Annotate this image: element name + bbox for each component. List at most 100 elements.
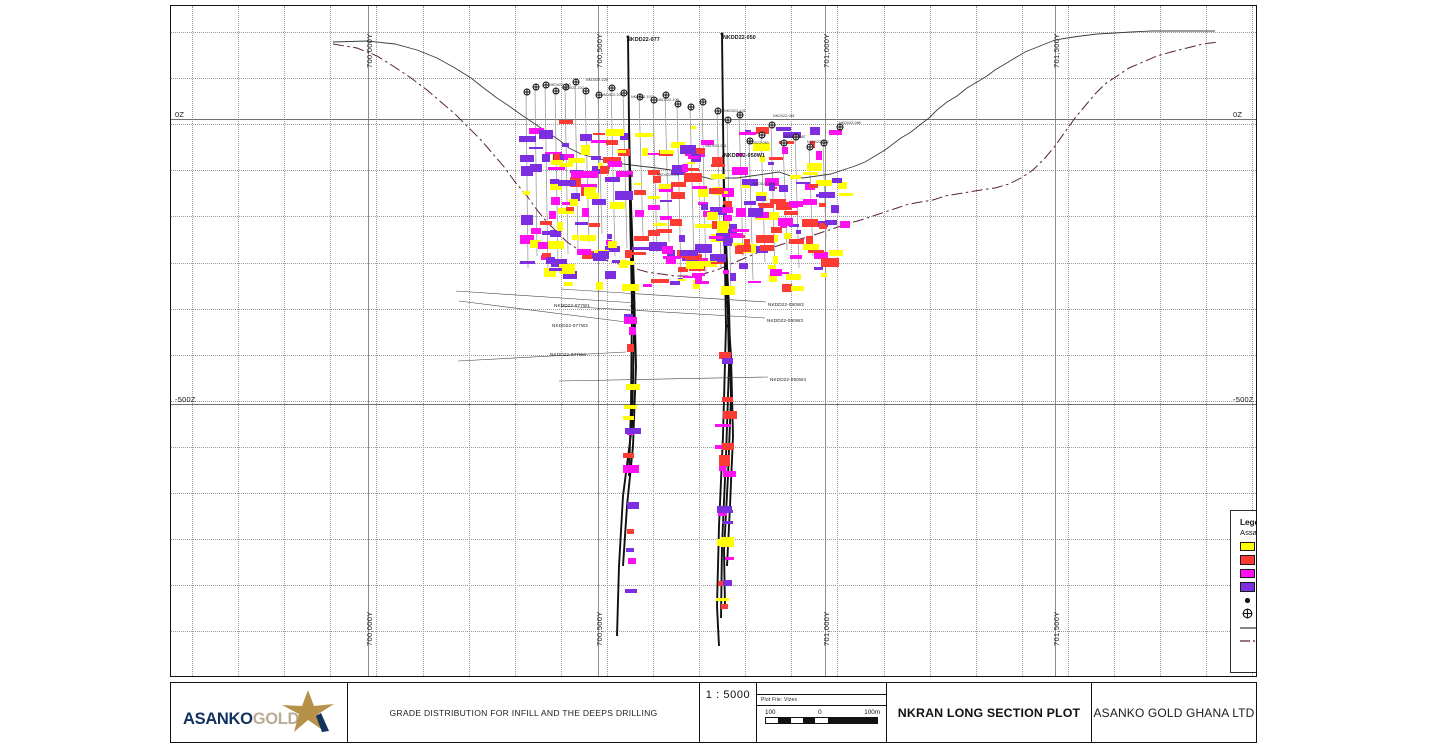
assay-interval bbox=[679, 145, 697, 154]
axis-label-easting: 700,500Y bbox=[595, 611, 604, 646]
grid-line-horizontal bbox=[171, 308, 1256, 310]
assay-interval bbox=[658, 183, 671, 189]
legend-color-swatch bbox=[1240, 555, 1255, 565]
assay-interval bbox=[519, 261, 535, 265]
assay-interval bbox=[721, 188, 735, 198]
assay-interval bbox=[541, 153, 550, 162]
grid-line-vertical bbox=[514, 6, 516, 676]
assay-interval bbox=[738, 132, 757, 136]
assay-interval bbox=[716, 233, 730, 242]
grid-line-vertical bbox=[468, 6, 470, 676]
legend-box: Legend Assay 0.5 to 1.01.0 to 2.02.0 to … bbox=[1230, 510, 1256, 673]
assay-interval bbox=[723, 215, 732, 221]
logo-asanko-text: ASANKO bbox=[183, 710, 253, 728]
grid-line-horizontal bbox=[171, 446, 1256, 448]
assay-interval bbox=[626, 547, 635, 553]
assay-interval bbox=[819, 202, 827, 207]
assay-interval bbox=[522, 191, 531, 195]
assay-interval bbox=[678, 267, 688, 273]
assay-interval bbox=[539, 129, 554, 139]
assay-interval bbox=[683, 168, 699, 171]
infill-collar-marker bbox=[620, 89, 628, 97]
assay-interval bbox=[631, 247, 649, 250]
assay-interval bbox=[684, 173, 702, 183]
assay-interval bbox=[520, 165, 533, 176]
assay-interval bbox=[622, 464, 639, 473]
assay-interval bbox=[792, 204, 798, 208]
assay-interval bbox=[658, 186, 674, 193]
assay-interval bbox=[544, 267, 556, 277]
drawing-description: GRADE DISTRIBUTION FOR INFILL AND THE DE… bbox=[348, 683, 700, 742]
assay-interval bbox=[810, 126, 821, 135]
assay-interval bbox=[720, 603, 729, 610]
assay-interval bbox=[791, 285, 805, 291]
assay-interval bbox=[550, 259, 567, 267]
assay-interval bbox=[802, 218, 819, 228]
assay-interval bbox=[660, 199, 672, 203]
assay-interval bbox=[821, 258, 840, 267]
assay-interval bbox=[784, 211, 799, 215]
legend-color-swatch bbox=[1240, 541, 1255, 552]
assay-interval bbox=[721, 286, 735, 295]
assay-interval bbox=[723, 242, 733, 246]
assay-interval bbox=[564, 282, 573, 286]
assay-interval bbox=[732, 167, 749, 176]
grid-line-horizontal bbox=[171, 631, 1256, 633]
assay-interval bbox=[725, 509, 734, 513]
assay-interval bbox=[624, 427, 641, 435]
assay-interval bbox=[541, 231, 560, 235]
assay-interval bbox=[635, 132, 654, 138]
infill-collar-marker bbox=[758, 131, 766, 139]
collar-label: NKD022-102 bbox=[562, 86, 584, 90]
grid-line-vertical bbox=[653, 6, 654, 676]
assay-interval bbox=[605, 140, 619, 145]
assay-interval bbox=[628, 326, 636, 336]
infill-collar-marker bbox=[674, 100, 682, 108]
wedge-hole-label: NKDD22-077W1 bbox=[554, 303, 591, 308]
assay-interval bbox=[737, 152, 743, 157]
infill-collar-marker bbox=[714, 107, 722, 115]
assay-interval bbox=[670, 219, 683, 226]
assay-interval bbox=[634, 235, 650, 241]
grid-line-vertical bbox=[1114, 6, 1115, 676]
grid-line-vertical bbox=[975, 6, 977, 676]
assay-interval bbox=[521, 215, 533, 225]
legend-class-list: 0.5 to 1.01.0 to 2.02.0 to 3.0>=3.0 bbox=[1240, 540, 1256, 594]
assay-interval bbox=[592, 198, 606, 205]
assay-interval bbox=[678, 278, 687, 282]
infill-collar-marker bbox=[746, 137, 754, 145]
assay-interval bbox=[709, 207, 728, 215]
assay-interval bbox=[828, 250, 843, 257]
collar-label: NKD022-107 bbox=[631, 95, 653, 99]
label-leader-line bbox=[560, 288, 767, 303]
assay-interval bbox=[586, 193, 599, 200]
assay-interval bbox=[665, 257, 677, 264]
assay-interval bbox=[647, 195, 661, 199]
axis-label-elevation: 0Z bbox=[175, 110, 185, 119]
assay-interval bbox=[623, 405, 638, 410]
assay-interval bbox=[829, 129, 843, 135]
assay-interval bbox=[783, 233, 792, 239]
legend-color-swatch bbox=[1240, 568, 1255, 579]
assay-interval bbox=[819, 192, 835, 199]
infill-collar-marker bbox=[562, 83, 570, 91]
plot-area: NKD022-126 NKD022-110 NKD022-102 NKD022-100… bbox=[171, 6, 1256, 676]
assay-interval bbox=[619, 133, 628, 140]
assay-interval bbox=[634, 182, 642, 186]
map-frame: NKD022-126 NKD022-110 NKD022-102 NKD022-100… bbox=[170, 5, 1257, 677]
assay-interval bbox=[615, 190, 634, 201]
assay-interval bbox=[779, 185, 789, 193]
assay-interval bbox=[830, 204, 840, 213]
assay-interval bbox=[565, 206, 574, 211]
assay-interval bbox=[603, 157, 622, 164]
assay-interval bbox=[744, 239, 750, 245]
assay-interval bbox=[528, 127, 544, 134]
assay-interval bbox=[530, 240, 542, 248]
deeps-collar-icon bbox=[1240, 597, 1255, 603]
assay-interval bbox=[545, 152, 562, 155]
assay-interval bbox=[729, 233, 743, 239]
assay-interval bbox=[693, 148, 706, 154]
assay-interval bbox=[642, 148, 649, 157]
resource-shell-swatch bbox=[1240, 631, 1256, 649]
assay-interval bbox=[709, 188, 724, 194]
